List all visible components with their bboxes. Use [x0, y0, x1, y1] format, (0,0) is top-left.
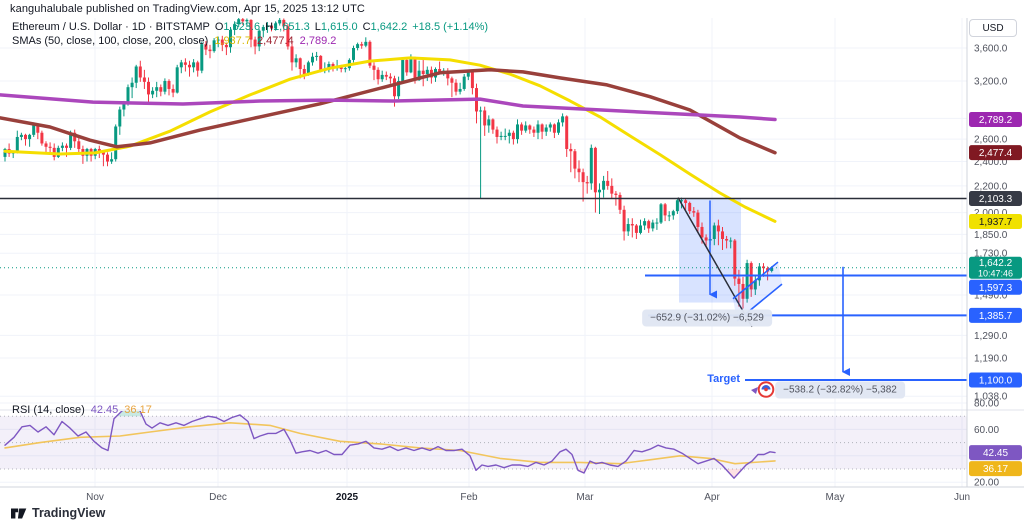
ohlc-value: 1,651.3 — [273, 21, 310, 33]
symbol-legend: Ethereum / U.S. Dollar · 1D · BITSTAMP O1… — [12, 20, 488, 48]
measure-tool-label[interactable]: −652.9 (−31.02%) −6,529 — [642, 309, 772, 327]
time-axis-label: May — [826, 492, 845, 503]
candlestick-series — [3, 18, 774, 309]
sma100-line[interactable] — [0, 68, 777, 155]
price-tick-label: 3,600.0 — [974, 44, 1008, 55]
sma-values: 1,937.7 2,477.4 2,789.2 — [208, 35, 336, 47]
channel-fill — [733, 262, 782, 321]
price-tick-label: 1,730.0 — [974, 249, 1008, 260]
price-tick-label: 1,290.0 — [974, 331, 1008, 342]
target-measure-label[interactable]: −538.2 (−32.82%) −5,382 — [775, 381, 905, 399]
channel-upper-line[interactable] — [732, 261, 779, 300]
svg-text:2,103.3: 2,103.3 — [979, 194, 1013, 205]
price-axis[interactable]: 3,600.0 3,200.0 2,600.0 2,400.0 2,200.0 2,000… — [969, 44, 1022, 489]
drawings — [0, 197, 967, 381]
time-axis[interactable]: Nov Dec 2025 Feb Mar Apr May Jun — [86, 492, 970, 503]
sma-value: 1,937.7 — [214, 35, 251, 47]
rsi-title: RSI (14, close) — [12, 404, 85, 416]
price-badge: 1,597.3 — [969, 279, 1022, 295]
rsi-tick-label: 80.00 — [974, 399, 999, 410]
symbol-title: Ethereum / U.S. Dollar · 1D · BITSTAMP — [12, 21, 210, 33]
rsi-legend: RSI (14, close) 42.45 36.17 — [12, 404, 152, 416]
legend-row-sma: SMAs (50, close, 100, close, 200, close)… — [12, 34, 488, 48]
svg-text:1,385.7: 1,385.7 — [979, 311, 1013, 322]
svg-text:2,477.4: 2,477.4 — [979, 148, 1013, 159]
rsi-value: 36.17 — [124, 404, 152, 416]
rsi-values: 42.45 36.17 — [85, 404, 152, 416]
rsi-value: 42.45 — [90, 404, 119, 416]
sma50-line[interactable] — [3, 56, 777, 223]
price-tick-label: 1,850.0 — [974, 230, 1008, 241]
time-axis-label: Jun — [954, 492, 970, 503]
tradingview-logo-icon[interactable] — [10, 505, 27, 520]
rsi-badge: 42.45 — [969, 445, 1022, 461]
price-tick-label: 2,200.0 — [974, 181, 1008, 192]
price-badge: 1,100.0 — [969, 372, 1022, 388]
price-tick-label: 2,000.0 — [974, 208, 1008, 219]
price-tick-label: 1,038.0 — [974, 392, 1008, 403]
rsi-line[interactable] — [4, 403, 776, 479]
sma-label: SMAs (50, close, 100, close, 200, close) — [12, 35, 209, 47]
rsi-pane — [4, 403, 776, 479]
svg-text:1,937.7: 1,937.7 — [979, 217, 1013, 228]
currency-toggle-button[interactable]: USD — [969, 19, 1017, 37]
ohlc-letter: C — [362, 21, 371, 33]
svg-text:1,597.3: 1,597.3 — [979, 283, 1013, 294]
price-tick-label: 2,600.0 — [974, 135, 1008, 146]
time-axis-label: Nov — [86, 492, 104, 503]
footer-bar: TradingView — [10, 505, 105, 520]
price-badge: 1,937.7 — [969, 213, 1022, 229]
svg-text:2,789.2: 2,789.2 — [979, 115, 1013, 126]
rsi-band — [0, 415, 967, 470]
price-badge: 1,385.7 — [969, 307, 1022, 323]
ohlc-values: O1,623.6 H1,651.3 L1,615.0 C1,642.2 — [210, 21, 407, 33]
time-axis-label: Feb — [460, 492, 478, 503]
price-badge: 2,103.3 — [969, 190, 1022, 206]
svg-text:10:47:46: 10:47:46 — [978, 268, 1013, 278]
price-tick-label: 1,190.0 — [974, 353, 1008, 364]
price-badge: 2,789.2 — [969, 111, 1022, 127]
sma200-line[interactable] — [0, 93, 777, 122]
rsi-badge: 36.17 — [969, 461, 1022, 477]
svg-text:1,642.2: 1,642.2 — [979, 258, 1013, 269]
svg-text:1,100.0: 1,100.0 — [979, 375, 1013, 386]
rsi-tick-label: 20.00 — [974, 478, 999, 489]
ohlc-value: 1,615.0 — [320, 21, 358, 33]
target-annotation-text[interactable]: Target — [707, 373, 740, 385]
attribution-bar: kanguhalubale published on TradingView.c… — [10, 3, 365, 15]
svg-text:36.17: 36.17 — [983, 464, 1008, 475]
rsi-tick-label: 60.00 — [974, 425, 999, 436]
price-tick-label: 3,200.0 — [974, 76, 1008, 87]
ohlc-letter: O — [214, 21, 224, 33]
trend-line[interactable] — [677, 197, 753, 328]
time-axis-label: Mar — [576, 492, 594, 503]
gridlines — [0, 18, 967, 487]
ohlc-letter: L — [314, 21, 321, 33]
price-badge: 2,477.4 — [969, 145, 1022, 161]
sma-value: 2,789.2 — [299, 35, 337, 47]
legend-row-symbol: Ethereum / U.S. Dollar · 1D · BITSTAMP O1… — [12, 20, 488, 34]
time-axis-label: 2025 — [336, 492, 359, 503]
change-value: +18.5 (+1.14%) — [412, 21, 489, 33]
rsi-ma-line[interactable] — [4, 422, 776, 465]
main-pane — [0, 18, 777, 309]
ohlc-value: 1,623.6 — [223, 21, 261, 33]
sticker-icon[interactable] — [750, 380, 778, 399]
tradingview-logo-text[interactable]: TradingView — [32, 505, 106, 520]
sma-value: 2,477.4 — [256, 35, 294, 47]
time-axis-label: Apr — [704, 492, 720, 503]
ohlc-letter: H — [265, 21, 274, 33]
price-badge: 1,642.210:47:46 — [969, 256, 1022, 279]
price-tick-label: 1,490.0 — [974, 291, 1008, 302]
svg-text:42.45: 42.45 — [983, 448, 1008, 459]
ohlc-value: 1,642.2 — [370, 21, 408, 33]
price-tick-label: 2,400.0 — [974, 157, 1008, 168]
time-axis-label: Dec — [209, 492, 227, 503]
